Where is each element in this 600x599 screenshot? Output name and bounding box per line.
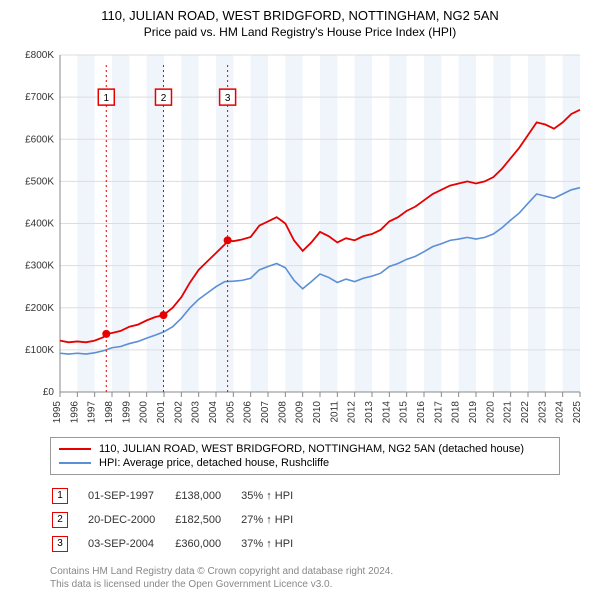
svg-text:£400K: £400K — [25, 219, 54, 230]
chart-plot-area: £0 £100K £200K £300K £400K £500K £600K £700K £80… — [10, 47, 590, 427]
chart-title-address: 110, JULIAN ROAD, WEST BRIDGFORD, NOTTIN… — [10, 8, 590, 23]
svg-text:2007: 2007 — [260, 401, 271, 424]
svg-text:2019: 2019 — [468, 401, 479, 424]
svg-text:1999: 1999 — [121, 401, 132, 424]
svg-text:2013: 2013 — [364, 401, 375, 424]
sale-price: £182,500 — [175, 509, 239, 531]
svg-text:2018: 2018 — [451, 401, 462, 424]
svg-text:£200K: £200K — [25, 303, 54, 314]
sale-pct: 27% ↑ HPI — [241, 509, 311, 531]
svg-text:2010: 2010 — [312, 401, 323, 424]
svg-text:£0: £0 — [43, 387, 55, 398]
svg-text:1: 1 — [103, 93, 109, 104]
legend-swatch — [59, 462, 91, 464]
svg-text:2016: 2016 — [416, 401, 427, 424]
sale-marker-badge: 2 — [52, 512, 68, 528]
svg-text:2014: 2014 — [381, 401, 392, 424]
svg-text:2006: 2006 — [243, 401, 254, 424]
legend-item: HPI: Average price, detached house, Rush… — [59, 456, 551, 470]
svg-text:2008: 2008 — [277, 401, 288, 424]
svg-text:£700K: £700K — [25, 92, 54, 103]
copyright-line: Contains HM Land Registry data © Crown c… — [50, 565, 590, 578]
svg-text:2015: 2015 — [399, 401, 410, 424]
chart-title-block: 110, JULIAN ROAD, WEST BRIDGFORD, NOTTIN… — [10, 8, 590, 39]
svg-text:3: 3 — [225, 93, 231, 104]
sale-pct: 35% ↑ HPI — [241, 485, 311, 507]
svg-text:2022: 2022 — [520, 401, 531, 424]
svg-text:2017: 2017 — [433, 401, 444, 424]
svg-text:2011: 2011 — [329, 401, 340, 423]
copyright: Contains HM Land Registry data © Crown c… — [50, 565, 590, 591]
table-row: 2 20-DEC-2000£182,50027% ↑ HPI — [52, 509, 311, 531]
svg-text:2020: 2020 — [485, 401, 496, 424]
sale-price: £360,000 — [175, 533, 239, 555]
sale-date: 20-DEC-2000 — [88, 509, 173, 531]
svg-text:1996: 1996 — [69, 401, 80, 424]
chart-subtitle: Price paid vs. HM Land Registry's House … — [10, 25, 590, 39]
svg-text:1997: 1997 — [87, 401, 98, 424]
table-row: 1 01-SEP-1997£138,00035% ↑ HPI — [52, 485, 311, 507]
sale-pct: 37% ↑ HPI — [241, 533, 311, 555]
svg-text:1995: 1995 — [52, 401, 63, 424]
svg-text:2009: 2009 — [295, 401, 306, 424]
copyright-line: This data is licensed under the Open Gov… — [50, 578, 590, 591]
svg-text:2: 2 — [161, 93, 167, 104]
svg-text:£500K: £500K — [25, 176, 54, 187]
svg-text:2024: 2024 — [555, 401, 566, 424]
svg-text:2002: 2002 — [173, 401, 184, 424]
svg-text:2021: 2021 — [503, 401, 514, 424]
svg-text:2023: 2023 — [537, 401, 548, 424]
legend-item: 110, JULIAN ROAD, WEST BRIDGFORD, NOTTIN… — [59, 442, 551, 456]
sale-date: 01-SEP-1997 — [88, 485, 173, 507]
sale-marker-badge: 3 — [52, 536, 68, 552]
legend-swatch — [59, 448, 91, 450]
table-row: 3 03-SEP-2004£360,00037% ↑ HPI — [52, 533, 311, 555]
sale-date: 03-SEP-2004 — [88, 533, 173, 555]
svg-text:2005: 2005 — [225, 401, 236, 424]
svg-text:2000: 2000 — [139, 401, 150, 424]
svg-text:£100K: £100K — [25, 345, 54, 356]
legend: 110, JULIAN ROAD, WEST BRIDGFORD, NOTTIN… — [50, 437, 560, 475]
svg-text:£600K: £600K — [25, 134, 54, 145]
svg-text:2001: 2001 — [156, 401, 167, 424]
sales-table: 1 01-SEP-1997£138,00035% ↑ HPI 2 20-DEC-200… — [50, 483, 313, 557]
legend-label: HPI: Average price, detached house, Rush… — [99, 457, 329, 469]
sale-price: £138,000 — [175, 485, 239, 507]
legend-label: 110, JULIAN ROAD, WEST BRIDGFORD, NOTTIN… — [99, 443, 524, 455]
svg-text:2004: 2004 — [208, 401, 219, 424]
svg-text:1998: 1998 — [104, 401, 115, 424]
svg-text:2003: 2003 — [191, 401, 202, 424]
svg-text:£300K: £300K — [25, 261, 54, 272]
svg-text:2012: 2012 — [347, 401, 358, 424]
svg-text:£800K: £800K — [25, 50, 54, 61]
sale-marker-badge: 1 — [52, 488, 68, 504]
svg-text:2025: 2025 — [572, 401, 583, 424]
